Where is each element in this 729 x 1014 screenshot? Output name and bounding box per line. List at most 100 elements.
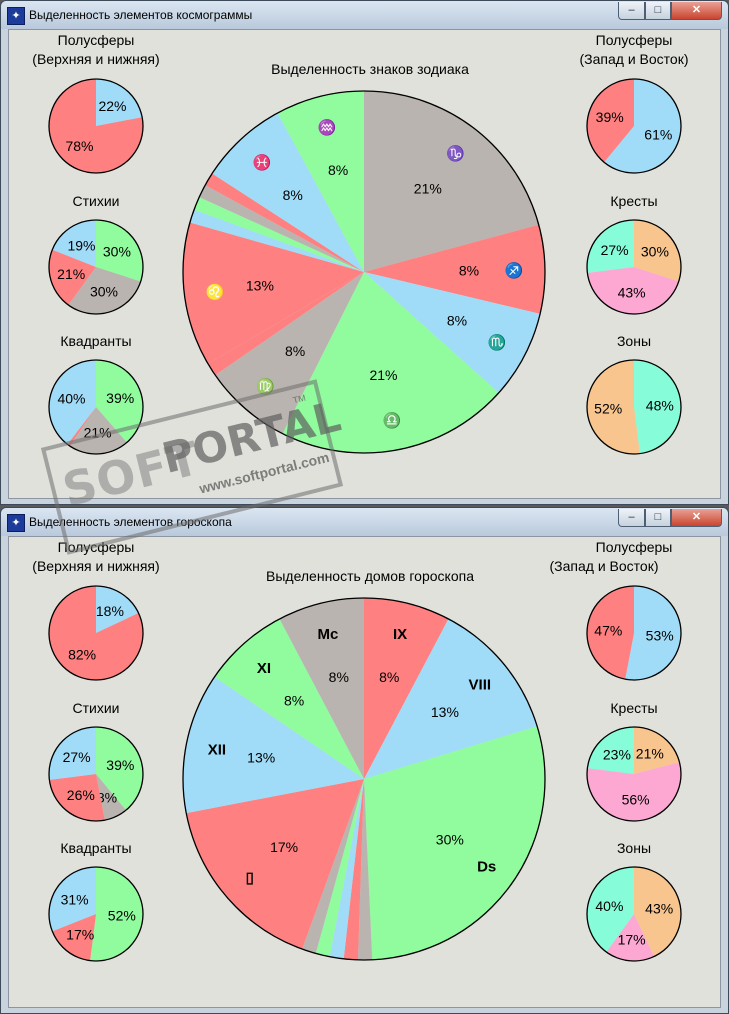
title-bar[interactable]: ✦ Выделенность элементов космограммы ‒ □… bbox=[1, 1, 728, 29]
app-icon[interactable]: ✦ bbox=[7, 7, 25, 25]
pie-slice bbox=[302, 779, 364, 954]
main-chart-title: Выделенность домов гороскопа bbox=[266, 568, 474, 584]
app-icon[interactable]: ✦ bbox=[7, 514, 25, 532]
slice-label: 56% bbox=[622, 792, 650, 808]
pie-slice bbox=[586, 586, 634, 680]
pie-slice bbox=[634, 867, 682, 957]
slice-label: 43% bbox=[645, 900, 673, 916]
pie-outline bbox=[182, 597, 546, 961]
small-chart-title: Кресты bbox=[610, 193, 657, 209]
minimize-button[interactable]: ‒ bbox=[618, 509, 645, 527]
slice-label: 78% bbox=[65, 138, 93, 154]
pie-slice bbox=[199, 185, 364, 272]
pie-slice bbox=[329, 779, 364, 959]
pie-slice bbox=[587, 79, 634, 163]
pie-slice bbox=[315, 779, 364, 957]
small-chart-title: (Верхняя и нижняя) bbox=[32, 558, 159, 574]
slice-label: 8% bbox=[328, 162, 348, 178]
minimize-button[interactable]: ‒ bbox=[618, 2, 645, 20]
slice-label: 39% bbox=[106, 390, 134, 406]
slice-label: 27% bbox=[601, 242, 629, 258]
small-chart-title: (Запад и Восток) bbox=[580, 51, 689, 67]
slice-label: 26% bbox=[67, 787, 95, 803]
maximize-button[interactable]: □ bbox=[645, 2, 671, 20]
pie-slice bbox=[215, 272, 364, 434]
pie-slice bbox=[587, 267, 679, 314]
pie-slice bbox=[68, 267, 141, 314]
slice-label: 30% bbox=[641, 244, 669, 260]
slice-label: 39% bbox=[596, 109, 624, 125]
slice-glyph: ♌ bbox=[206, 283, 225, 301]
pie-slice bbox=[277, 91, 364, 272]
pie-slice bbox=[49, 360, 96, 445]
slice-label: 17% bbox=[66, 926, 94, 942]
pie-slice bbox=[364, 618, 538, 779]
slice-label: 39% bbox=[106, 757, 134, 773]
small-chart-title: Кресты bbox=[610, 700, 657, 716]
pie-slice bbox=[189, 209, 364, 272]
pie-slice bbox=[49, 586, 144, 680]
slice-label: 40% bbox=[595, 898, 623, 914]
pie-slice bbox=[96, 586, 139, 633]
slice-label: 8% bbox=[329, 669, 349, 685]
title-bar[interactable]: ✦ Выделенность элементов гороскопа ‒ □ ✕ bbox=[1, 508, 728, 536]
pie-slice bbox=[48, 727, 96, 780]
small-chart-title: (Верхняя и нижняя) bbox=[32, 51, 159, 67]
pie-slice bbox=[606, 914, 655, 962]
cosmogram-window: ✦ Выделенность элементов космограммы ‒ □… bbox=[0, 0, 729, 505]
small-pie-chart: 30% 30% 21% 19% bbox=[48, 219, 144, 315]
slice-glyph: ♏ bbox=[488, 334, 507, 352]
slice-label: 22% bbox=[98, 98, 126, 114]
pie-slice bbox=[586, 220, 634, 273]
maximize-button[interactable]: □ bbox=[645, 509, 671, 527]
main-chart-title: Выделенность знаков зодиака bbox=[271, 61, 469, 77]
pie-slice bbox=[212, 112, 364, 273]
slice-glyph: XI bbox=[257, 660, 271, 677]
pie-slice bbox=[182, 222, 364, 364]
slice-label: 21% bbox=[414, 181, 442, 197]
slice-glyph: Mc bbox=[317, 626, 338, 643]
small-chart-title: Квадранты bbox=[60, 840, 131, 856]
pie-outline bbox=[182, 90, 546, 454]
slice-glyph: ♍ bbox=[256, 377, 275, 395]
slice-label: 61% bbox=[644, 127, 672, 143]
small-pie-chart: 48% 52% bbox=[586, 359, 682, 455]
slice-label: 52% bbox=[108, 908, 136, 924]
slice-label: 31% bbox=[61, 891, 89, 907]
slice-label: 21% bbox=[636, 746, 664, 762]
pie-slice bbox=[214, 618, 364, 779]
small-pie-chart: 52% 17% 31% bbox=[48, 866, 144, 962]
pie-outline bbox=[586, 359, 682, 455]
pie-slice bbox=[96, 220, 143, 282]
pie-slice bbox=[364, 598, 449, 779]
slice-label: 8% bbox=[459, 262, 479, 278]
pie-outline bbox=[48, 78, 144, 174]
pie-slice bbox=[586, 762, 681, 822]
pie-outline bbox=[48, 726, 144, 822]
slice-glyph: ♓ bbox=[253, 154, 272, 172]
slice-glyph: ♑ bbox=[446, 145, 465, 163]
pie-slice bbox=[364, 91, 539, 272]
pie-outline bbox=[586, 726, 682, 822]
chart-area: Выделенность знаков зодиака 21% ♑ 8% ♐ 8% ♏ 21%… bbox=[8, 29, 721, 499]
small-pie-chart: 22% 78% bbox=[48, 78, 144, 174]
small-chart-title: Полусферы bbox=[58, 539, 135, 555]
slice-label: 8% bbox=[283, 187, 303, 203]
small-chart-title: Квадранты bbox=[60, 333, 131, 349]
small-pie-chart: 43% 17% 40% bbox=[586, 866, 682, 962]
pie-slice bbox=[183, 676, 364, 814]
pie-slice bbox=[357, 779, 373, 960]
pie-slice bbox=[587, 360, 640, 455]
charts-canvas: Выделенность домов гороскопа 8% IX 13% VIII 3… bbox=[32, 539, 682, 962]
slice-label: 82% bbox=[68, 647, 96, 663]
small-chart-title: Полусферы bbox=[596, 539, 673, 555]
small-pie-chart: 61% 39% bbox=[586, 78, 682, 174]
close-button[interactable]: ✕ bbox=[671, 2, 722, 20]
close-button[interactable]: ✕ bbox=[671, 509, 722, 527]
pie-slice bbox=[186, 779, 364, 950]
horoscope-window: ✦ Выделенность элементов гороскопа ‒ □ ✕… bbox=[0, 507, 729, 1014]
slice-glyph: XII bbox=[208, 741, 226, 758]
pie-slice bbox=[208, 272, 364, 376]
small-chart-title: Стихии bbox=[73, 193, 120, 209]
small-chart-title: Стихии bbox=[73, 700, 120, 716]
